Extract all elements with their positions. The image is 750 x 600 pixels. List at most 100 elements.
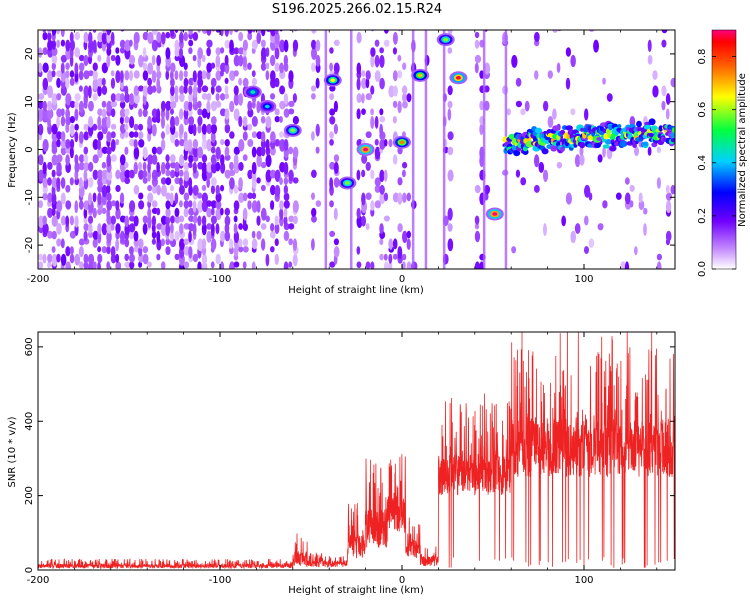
heatmap-cell (329, 161, 336, 170)
heatmap-cell (197, 215, 202, 226)
heatmap-cell (292, 146, 299, 159)
heatmap-cell (165, 238, 171, 246)
heatmap-cell (110, 215, 116, 225)
heatmap-cell (147, 261, 152, 268)
heatmap-cell (388, 85, 395, 98)
heatmap-cell (119, 154, 126, 166)
heatmap-cell (201, 215, 207, 226)
heatmap-cell (543, 100, 549, 112)
heatmap-cell (370, 116, 375, 129)
heatmap-cell (329, 200, 334, 208)
heatmap-cell (288, 108, 295, 115)
heatmap-cell (210, 123, 217, 134)
heatmap-cell (42, 108, 49, 122)
heatmap-cell (270, 184, 276, 196)
heatmap-cell (251, 39, 258, 50)
colorbar-tick-label: 0.8 (697, 49, 708, 65)
heatmap-cell (124, 116, 130, 124)
heatmap-cell (574, 154, 581, 168)
heatmap-cell (210, 85, 215, 95)
heatmap-cell (251, 30, 256, 33)
heatmap-cell (47, 161, 53, 170)
heatmap-cell (233, 200, 240, 211)
heatmap-cell (151, 123, 157, 137)
heatmap-cell (215, 161, 221, 172)
heatmap-cell (101, 108, 107, 119)
heatmap-cell (474, 39, 480, 49)
heatmap-cell (170, 215, 175, 224)
heatmap-cell (647, 39, 652, 52)
heatmap-cell (65, 261, 71, 269)
heatmap-cell (229, 100, 235, 113)
heatmap-cell (151, 230, 157, 239)
heatmap-cell (561, 215, 566, 227)
heatmap-cell (397, 223, 403, 233)
heatmap-cell (256, 230, 262, 240)
heatmap-cell (56, 39, 60, 48)
heatmap-cell (379, 184, 385, 195)
heatmap-cell (274, 215, 279, 226)
heatmap-cell (274, 47, 280, 60)
heatmap-cell (356, 207, 361, 219)
heatmap-cell (74, 93, 81, 102)
heatmap-cell (233, 47, 239, 55)
heatmap-cell (584, 184, 591, 198)
heatmap-cell (260, 39, 266, 48)
heatmap-cell (142, 31, 149, 41)
heatmap-cell (101, 31, 108, 45)
heatmap-cell (210, 207, 215, 216)
heatmap-cell (38, 108, 45, 122)
heatmap-cell (292, 39, 299, 52)
heatmap-cell (233, 261, 240, 268)
heatmap-cell (201, 108, 208, 119)
heatmap-cell (138, 238, 144, 249)
heatmap-cell (83, 169, 88, 182)
heatmap-cell (65, 39, 71, 52)
heatmap-cell (142, 169, 148, 179)
heatmap-cell (474, 184, 481, 194)
heatmap-cell (543, 169, 549, 182)
heatmap-cell (288, 261, 293, 268)
heatmap-cell (165, 215, 170, 226)
heatmap-cell (47, 85, 53, 99)
heatmap-cell (133, 93, 140, 104)
heatmap-cell (51, 253, 58, 267)
heatmap-cell (83, 154, 89, 163)
heatmap-cell (97, 223, 102, 235)
heatmap-cell (333, 246, 340, 258)
heatmap-cell (265, 215, 270, 223)
heatmap-cell (397, 192, 403, 205)
heatmap-cell (197, 116, 203, 126)
heatmap-cell (69, 177, 74, 186)
heatmap-cell (388, 238, 393, 250)
heatmap-cell (565, 47, 571, 57)
heatmap-cell (356, 215, 363, 228)
heatmap-cell (392, 116, 397, 124)
heatmap-cell (447, 108, 452, 121)
heatmap-cell (97, 261, 101, 269)
ridge-cell (550, 145, 558, 152)
heatmap-cell (656, 253, 662, 261)
heatmap-cell (78, 238, 85, 246)
heatmap-cell (274, 30, 279, 35)
heatmap-cell (333, 238, 339, 246)
heatmap-cell (206, 39, 213, 48)
heatmap-cell (83, 253, 89, 264)
heatmap-cell (534, 70, 539, 80)
heatmap-cell (288, 70, 294, 83)
heatmap-cell (256, 200, 261, 213)
heatmap-cell (92, 123, 98, 131)
heatmap-cell (201, 139, 208, 150)
heatmap-cell (42, 139, 49, 152)
heatmap-cell (288, 169, 294, 182)
heatmap-cell (210, 223, 215, 236)
heatmap-cell (383, 192, 389, 202)
heatmap-cell (92, 154, 99, 164)
heatmap-cell (220, 30, 224, 37)
heatmap-cell (174, 253, 180, 261)
heatmap-cell (192, 161, 197, 174)
heatmap-cell (206, 93, 212, 101)
heatmap-cell (151, 238, 156, 245)
heatmap-cell (147, 116, 152, 129)
heatmap-cell (110, 123, 117, 130)
